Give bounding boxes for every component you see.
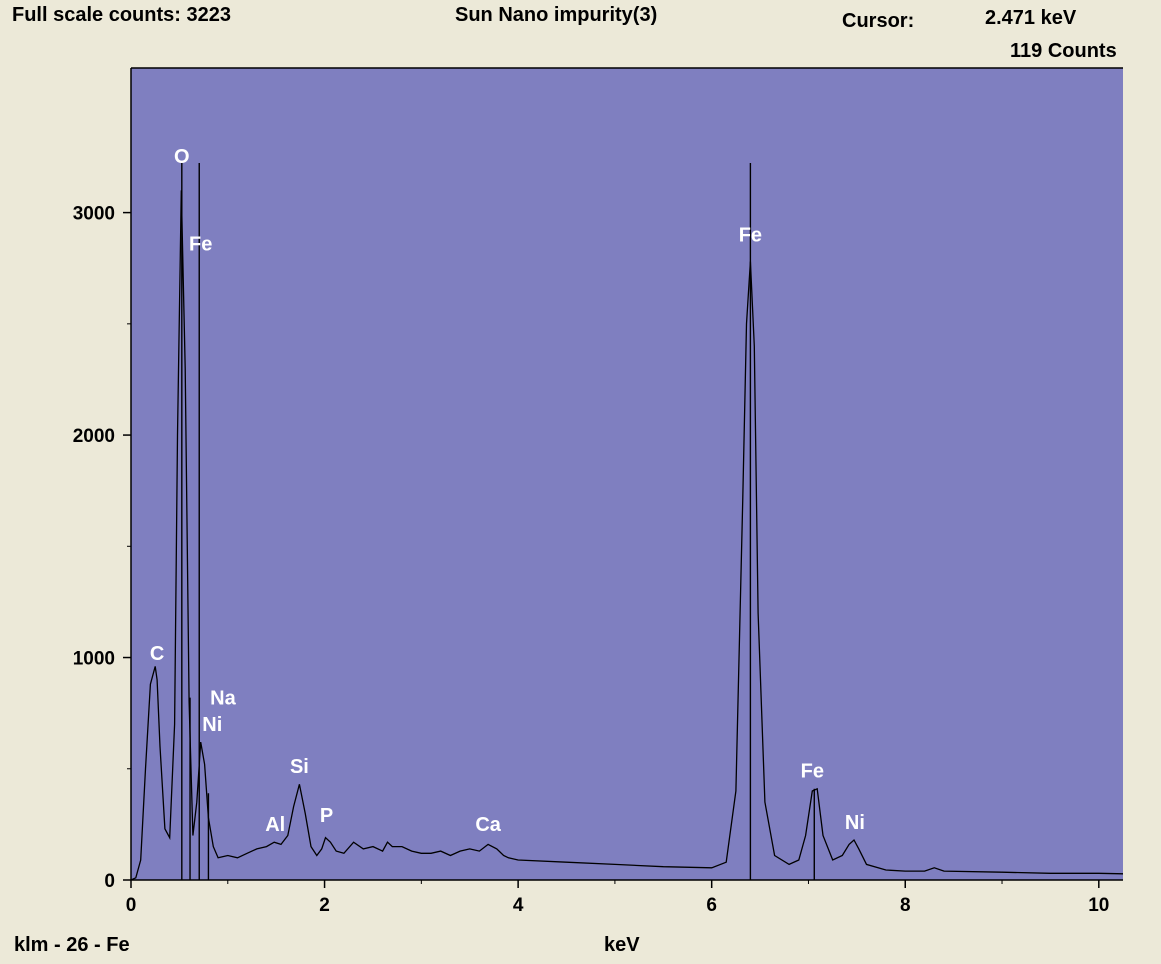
y-tick-label: 2000 bbox=[73, 426, 115, 447]
klm-marker-label: klm - 26 - Fe bbox=[14, 934, 130, 956]
x-tick-label: 6 bbox=[706, 895, 717, 916]
x-axis-label: keV bbox=[604, 934, 640, 956]
peak-label: Fe bbox=[189, 233, 212, 255]
peak-label: P bbox=[320, 805, 333, 827]
x-tick-label: 8 bbox=[900, 895, 911, 916]
x-tick-label: 10 bbox=[1088, 895, 1109, 916]
cursor-label: Cursor: bbox=[842, 10, 915, 32]
peak-labels: O Fe C Na Ni Si Al P Ca Fe Fe Ni bbox=[150, 146, 865, 836]
cursor-kev-readout: 2.471 keV bbox=[985, 7, 1077, 29]
peak-label: Si bbox=[290, 756, 309, 778]
y-tick-label: 0 bbox=[104, 871, 115, 892]
peak-label: Na bbox=[210, 687, 236, 709]
peak-label: Ca bbox=[475, 814, 501, 836]
peak-label: Fe bbox=[801, 761, 824, 783]
peak-label: Al bbox=[265, 814, 285, 836]
peak-label: Ni bbox=[202, 714, 222, 736]
peak-label: Ni bbox=[845, 812, 865, 834]
x-tick-label: 4 bbox=[513, 895, 524, 916]
peak-label: O bbox=[174, 146, 190, 168]
peak-label: Fe bbox=[739, 225, 762, 247]
x-tick-label: 2 bbox=[319, 895, 330, 916]
cursor-counts-readout: 119 Counts bbox=[1010, 40, 1117, 62]
y-tick-label: 1000 bbox=[73, 649, 115, 670]
peak-label: C bbox=[150, 643, 164, 665]
spectrum-trace bbox=[130, 190, 1124, 881]
full-scale-counts: Full scale counts: 3223 bbox=[12, 4, 231, 26]
axes: 0 2 4 6 8 10 0 1000 2000 3000 bbox=[73, 67, 1123, 916]
x-tick-label: 0 bbox=[126, 895, 137, 916]
spectrum-title: Sun Nano impurity(3) bbox=[455, 4, 658, 26]
y-tick-label: 3000 bbox=[73, 204, 115, 225]
plot-area[interactable] bbox=[131, 68, 1123, 880]
